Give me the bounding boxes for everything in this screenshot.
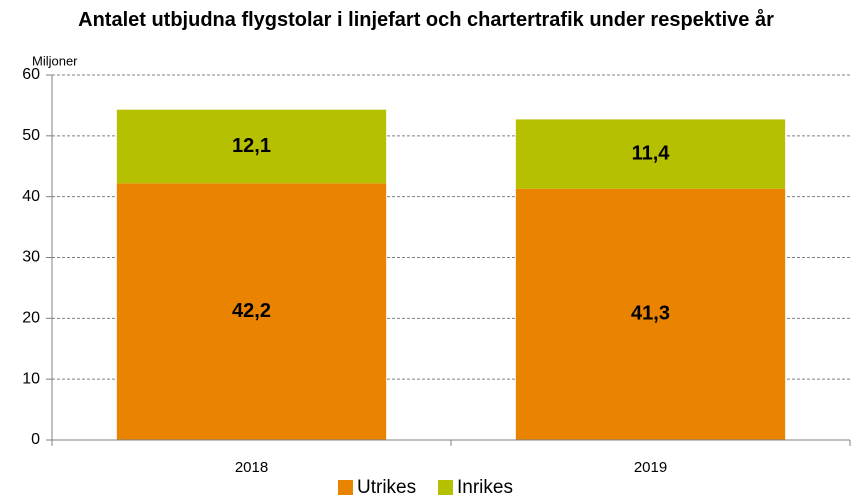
bar-segment [515,188,786,440]
y-tick-label: 10 [22,370,40,387]
value-label: 12,1 [232,135,271,157]
legend-label: Utrikes [357,477,416,498]
value-label: 11,4 [632,142,671,164]
y-tick-label: 40 [22,188,40,205]
bar-segment [116,183,387,441]
y-tick-label: 60 [22,66,40,83]
legend-label: Inrikes [457,477,513,498]
y-tick-label: 0 [31,431,40,448]
legend-swatch [438,480,453,495]
x-tick-label: 2018 [235,459,268,476]
legend-swatch [338,480,353,495]
value-label: 41,3 [631,303,670,325]
bar-segment [515,119,786,189]
chart-title: Antalet utbjudna flygstolar i linjefart … [78,9,774,31]
y-axis-label: Miljoner [32,53,78,68]
y-tick-label: 30 [22,249,40,266]
bar-segment [116,109,387,184]
value-label: 42,2 [232,300,271,322]
y-tick-label: 50 [22,127,40,144]
x-tick-label: 2019 [634,459,667,476]
y-tick-label: 20 [22,310,40,327]
